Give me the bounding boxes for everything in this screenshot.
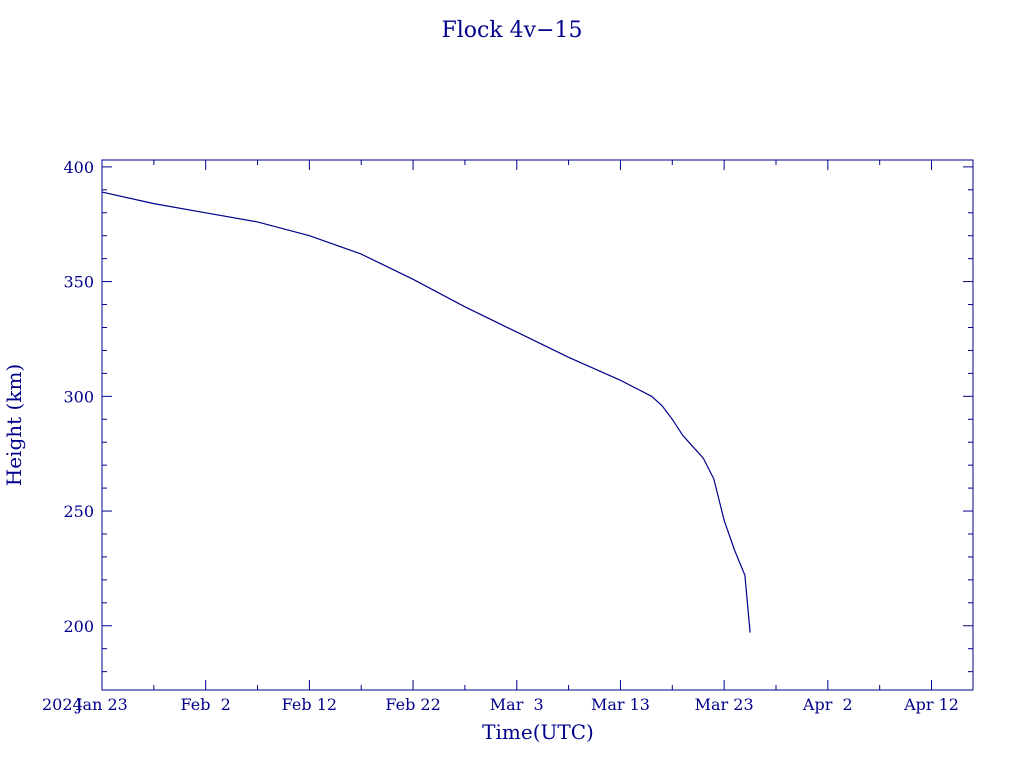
chart-title: Flock 4v−15 (441, 18, 582, 43)
x-tick-label: Mar 13 (591, 695, 650, 714)
y-tick-label: 400 (63, 158, 94, 177)
y-tick-label: 350 (63, 273, 94, 292)
x-tick-label: Feb 2 (181, 695, 231, 714)
x-tick-label: Mar 3 (490, 695, 544, 714)
y-axis-label: Height (km) (2, 364, 26, 486)
x-tick-label: Apr 12 (903, 695, 959, 714)
x-tick-label: Mar 23 (695, 695, 754, 714)
x-tick-label: Feb 22 (385, 695, 440, 714)
series-line (101, 191, 751, 633)
y-tick-label: 250 (63, 502, 94, 521)
y-axis: 200 250 300 350 400 (63, 158, 973, 673)
x-axis-label: Time(UTC) (482, 720, 594, 744)
y-tick-label: 300 (63, 387, 94, 406)
x-axis: Jan 23 Feb 2 Feb 12 Feb 22 Mar 3 Mar 13 Mar 23… (74, 160, 959, 714)
x-tick-label: Apr 2 (802, 695, 853, 714)
x-tick-label: Jan 23 (74, 695, 128, 714)
y-tick-label: 200 (63, 617, 94, 636)
plot-frame (101, 159, 974, 691)
year-label: 2024 (42, 695, 83, 714)
x-tick-label: Feb 12 (282, 695, 337, 714)
